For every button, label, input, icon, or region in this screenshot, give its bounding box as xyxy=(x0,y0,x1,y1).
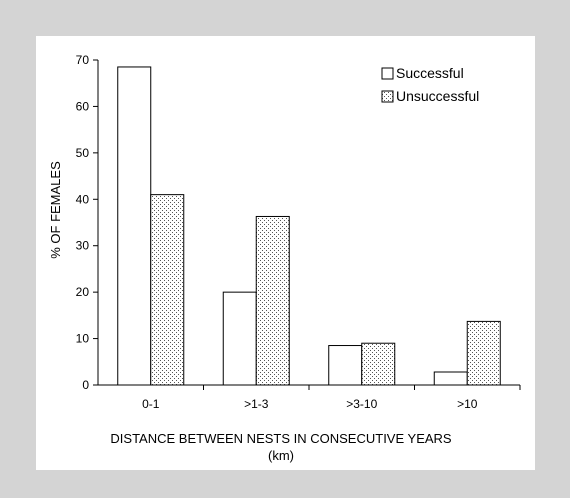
chart-panel: 0 10 20 30 40 50 60 70 0-1 >1-3 >3-10 >10 Successfu… xyxy=(36,36,535,470)
legend-label-unsuccessful: Unsuccessful xyxy=(396,88,479,104)
bar-successful xyxy=(328,345,363,386)
y-axis-label: % OF FEMALES xyxy=(48,161,63,259)
y-tick-label: 20 xyxy=(76,285,90,299)
y-tick-label: 40 xyxy=(76,192,90,206)
legend-swatch-successful xyxy=(381,67,394,80)
legend-label-successful: Successful xyxy=(396,65,464,81)
legend: Successful Unsuccessful xyxy=(381,65,479,104)
y-tick-label: 50 xyxy=(76,146,90,160)
x-axis-label-line1: DISTANCE BETWEEN NESTS IN CONSECUTIVE YE… xyxy=(110,431,452,446)
x-tick-label: >10 xyxy=(457,397,478,411)
y-tick-label: 0 xyxy=(82,378,89,392)
x-tick-label: >3-10 xyxy=(346,397,377,411)
y-tick-label: 60 xyxy=(76,99,90,113)
bar-unsuccessful xyxy=(255,215,290,386)
bar-successful xyxy=(222,291,257,386)
bar-chart: 0 10 20 30 40 50 60 70 0-1 >1-3 >3-10 >10 Successfu… xyxy=(48,53,521,463)
x-tick-label: 0-1 xyxy=(142,397,160,411)
bar-unsuccessful xyxy=(466,320,501,386)
bar-successful xyxy=(433,371,468,386)
y-tick-label: 70 xyxy=(76,53,90,67)
legend-swatch-unsuccessful xyxy=(381,90,394,103)
plot-area: 0 10 20 30 40 50 60 70 0-1 >1-3 >3-10 >10 xyxy=(76,53,521,411)
y-tick-label: 30 xyxy=(76,239,90,253)
bar-unsuccessful xyxy=(150,194,185,386)
bar-successful xyxy=(117,66,152,386)
bar-unsuccessful xyxy=(361,342,396,386)
x-tick-label: >1-3 xyxy=(244,397,269,411)
y-tick-label: 10 xyxy=(76,332,90,346)
x-axis-label-line2: (km) xyxy=(268,448,294,463)
